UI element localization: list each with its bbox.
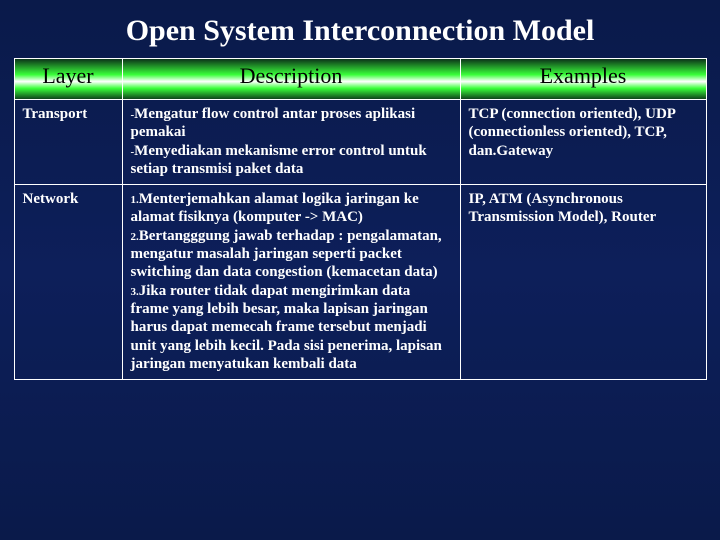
examples-cell-network: IP, ATM (Asynchronous Transmission Model… <box>460 185 706 380</box>
header-description: Description <box>122 59 460 100</box>
header-examples: Examples <box>460 59 706 100</box>
list-number: 2. <box>131 231 139 243</box>
desc-text: Menyediakan mekanisme error control untu… <box>131 143 427 177</box>
desc-text: Bertangggung jawab terhadap : pengalamat… <box>131 228 442 281</box>
layer-cell-transport: Transport <box>14 100 122 185</box>
desc-text: Menterjemahkan alamat logika jaringan ke… <box>131 191 419 225</box>
desc-text: Mengatur flow control antar proses aplik… <box>131 106 416 140</box>
examples-cell-transport: TCP (connection oriented), UDP (connecti… <box>460 100 706 185</box>
table-row: Network 1.Menterjemahkan alamat logika j… <box>14 185 706 380</box>
description-cell-network: 1.Menterjemahkan alamat logika jaringan … <box>122 185 460 380</box>
osi-table: Layer Description Examples Transport -Me… <box>14 58 707 380</box>
table-row: Transport -Mengatur flow control antar p… <box>14 100 706 185</box>
description-cell-transport: -Mengatur flow control antar proses apli… <box>122 100 460 185</box>
table-header-row: Layer Description Examples <box>14 59 706 100</box>
header-layer: Layer <box>14 59 122 100</box>
list-number: 1. <box>131 194 139 206</box>
layer-cell-network: Network <box>14 185 122 380</box>
desc-text: Jika router tidak dapat mengirimkan data… <box>131 283 442 372</box>
page-title: Open System Interconnection Model <box>0 0 720 58</box>
list-number: 3. <box>131 286 139 298</box>
